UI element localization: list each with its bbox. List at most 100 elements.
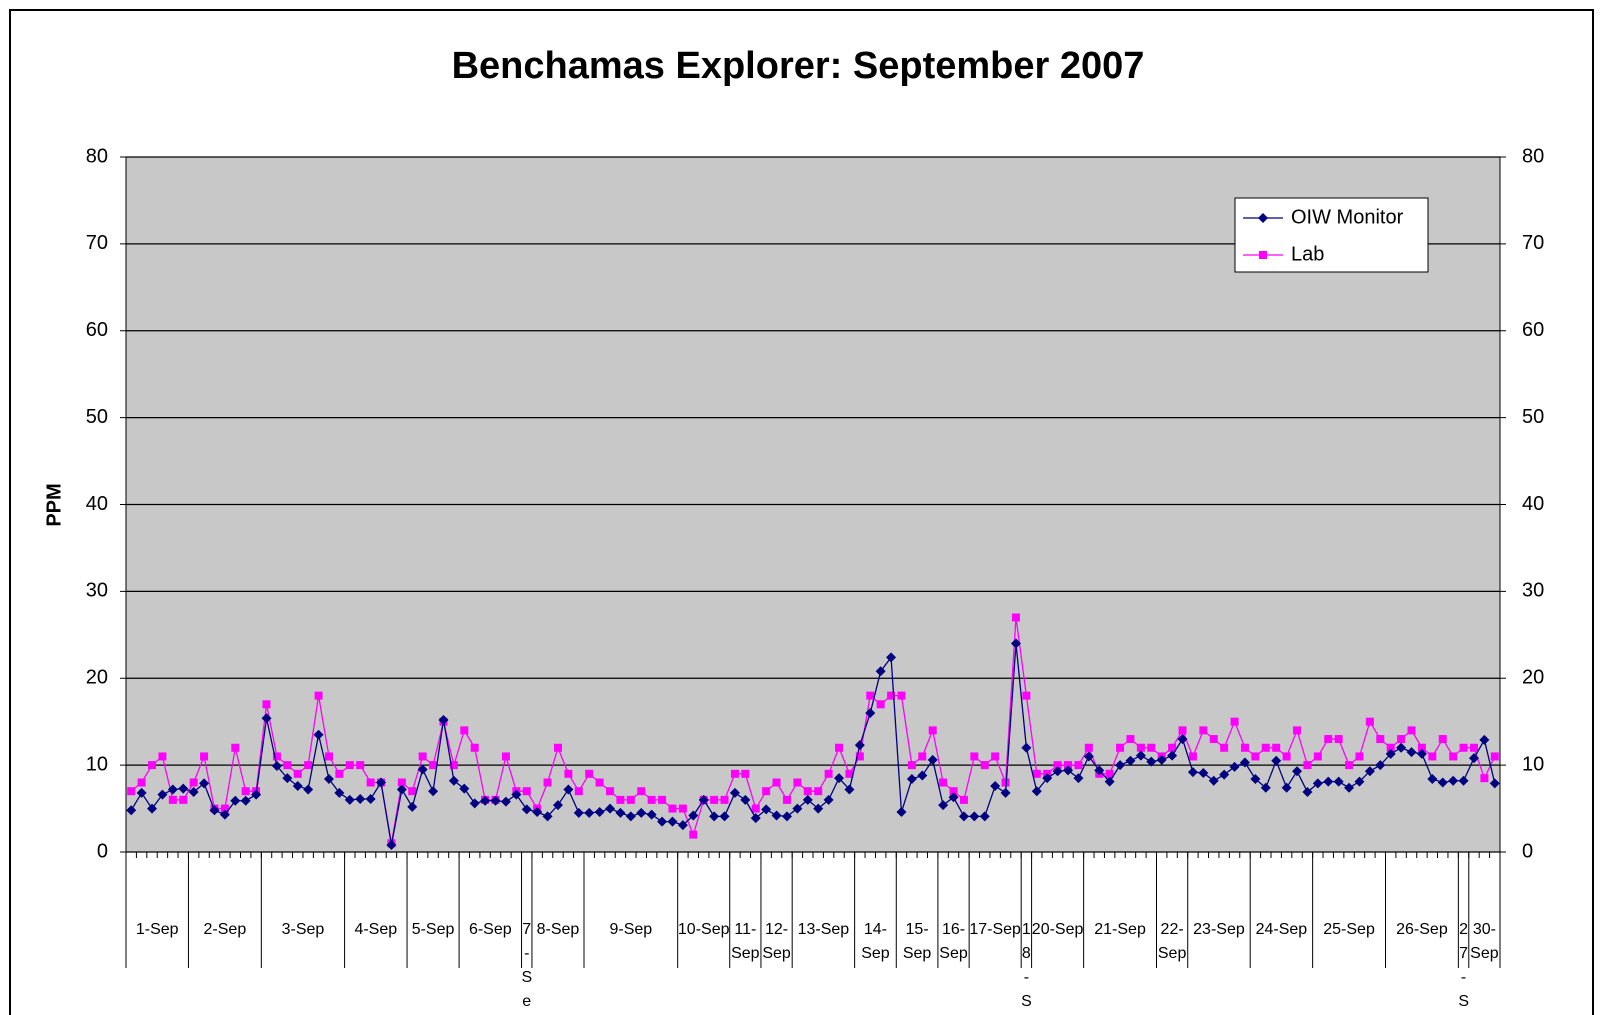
marker (1094, 765, 1105, 776)
marker (220, 804, 229, 813)
marker (501, 752, 510, 761)
marker (1135, 750, 1146, 761)
marker (126, 805, 137, 816)
marker (688, 810, 699, 821)
marker (1209, 735, 1218, 744)
marker (1229, 761, 1240, 772)
marker (792, 803, 803, 814)
y2-tick-label: 80 (1522, 145, 1544, 167)
marker (553, 743, 562, 752)
marker (189, 778, 198, 787)
marker (1469, 743, 1478, 752)
marker (199, 778, 210, 789)
marker (897, 691, 906, 700)
marker (271, 760, 282, 771)
marker (1282, 752, 1291, 761)
marker (1459, 743, 1468, 752)
marker (646, 809, 657, 820)
marker (814, 787, 823, 796)
marker (1000, 787, 1011, 798)
marker (928, 726, 937, 735)
marker (781, 811, 792, 822)
marker (459, 783, 470, 794)
marker (1406, 747, 1417, 758)
y2-tick-label: 60 (1522, 319, 1544, 341)
group-label: 11-Sep (731, 921, 760, 962)
marker (1125, 755, 1136, 766)
marker (157, 789, 168, 800)
marker (1323, 776, 1334, 787)
marker (355, 794, 366, 805)
marker (365, 794, 376, 805)
marker (1293, 726, 1302, 735)
marker (948, 792, 959, 803)
group-label: 5-Sep (411, 921, 455, 938)
marker (1479, 734, 1490, 745)
marker (585, 769, 594, 778)
group-label: 20-Sep (1031, 921, 1084, 938)
legend-box (1234, 197, 1429, 273)
marker (543, 778, 552, 787)
marker (1334, 735, 1343, 744)
marker (970, 752, 979, 761)
marker (366, 778, 375, 787)
chart-frame (9, 9, 1594, 1015)
y-tick-label: 80 (86, 145, 108, 167)
marker (272, 752, 281, 761)
marker (1259, 251, 1267, 259)
marker (1001, 778, 1010, 787)
marker (1386, 743, 1395, 752)
marker (1240, 743, 1249, 752)
marker (1126, 735, 1135, 744)
marker (313, 729, 324, 740)
marker (240, 795, 251, 806)
marker (1064, 761, 1073, 770)
y2-tick-label: 0 (1522, 840, 1533, 862)
marker (1448, 775, 1459, 786)
marker (1198, 767, 1209, 778)
marker (1333, 776, 1344, 787)
marker (564, 769, 573, 778)
group-label: 22-Sep (1157, 921, 1187, 962)
marker (1239, 757, 1250, 768)
marker (1480, 774, 1489, 783)
y-tick-label: 30 (86, 580, 108, 602)
marker (1073, 773, 1084, 784)
marker (200, 752, 209, 761)
group-label: 9-Sep (609, 921, 653, 938)
marker (1427, 774, 1438, 785)
marker (574, 787, 583, 796)
marker (1407, 726, 1416, 735)
marker (907, 761, 916, 770)
marker (896, 807, 907, 818)
y-tick-label: 20 (86, 667, 108, 689)
marker (1208, 775, 1219, 786)
marker (147, 803, 158, 814)
marker (417, 764, 428, 775)
marker (658, 795, 667, 804)
marker (397, 778, 406, 787)
group-label: 8-Sep (536, 921, 580, 938)
marker (1385, 748, 1396, 759)
marker (793, 778, 802, 787)
marker (886, 652, 897, 663)
group-label: 17-Sep (969, 921, 1021, 938)
marker (1272, 743, 1281, 752)
marker (918, 752, 927, 761)
marker (750, 813, 761, 824)
marker (606, 787, 615, 796)
group-label: 3-Sep (281, 921, 325, 938)
marker (1188, 752, 1197, 761)
marker (730, 769, 739, 778)
marker (219, 809, 230, 820)
marker (542, 811, 553, 822)
marker (1376, 735, 1385, 744)
marker (803, 787, 812, 796)
marker (292, 780, 303, 791)
y2-tick-label: 40 (1522, 493, 1544, 515)
marker (875, 666, 886, 677)
marker (741, 769, 750, 778)
marker (761, 804, 772, 815)
marker (615, 807, 626, 818)
marker (740, 794, 751, 805)
